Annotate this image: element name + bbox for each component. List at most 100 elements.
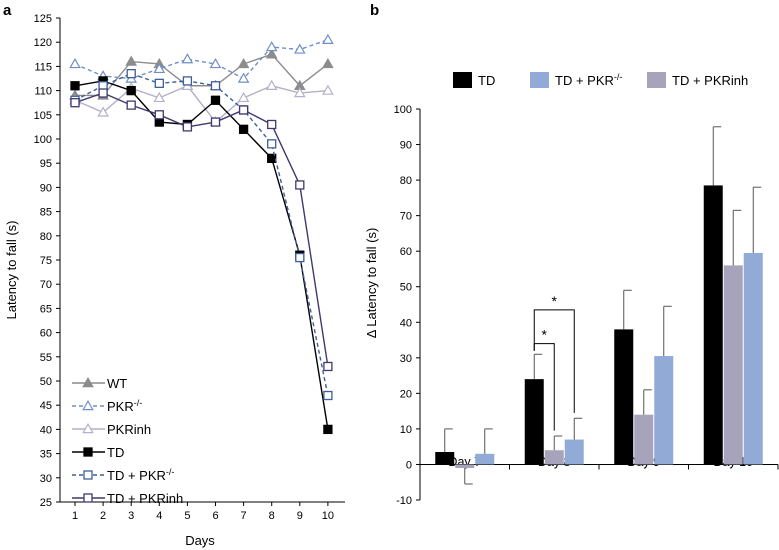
legend-label-td: TD: [478, 73, 495, 88]
line-chart-latency-by-day: Latency to fall (s) Days 253035404550556…: [4, 13, 345, 548]
data-point-pkr-ko: [209, 57, 222, 69]
chart-a-y-tick-label: 70: [40, 279, 52, 291]
data-point-pkrinh: [293, 87, 306, 98]
series-line-pkrinh: [74, 84, 328, 124]
data-point-td-pkrinh: [267, 119, 277, 130]
data-point-td-pkr-ko: [295, 252, 305, 263]
data-point-pkr-ko: [237, 72, 250, 83]
chart-b-y-tick-label: 10: [400, 424, 412, 436]
data-point-wt: [125, 55, 138, 66]
data-point-td: [210, 95, 221, 105]
legend-label-td-pkrinh: TD + PKRinh: [672, 73, 748, 88]
bar-td-pkr-ko-day-8: [564, 439, 584, 465]
bar-td-pkr-ko-day-7: [475, 453, 495, 465]
series-line-pkr-ko: [74, 39, 329, 80]
chart-b-y-tick-label: 70: [400, 211, 412, 223]
data-point-td-pkrinh: [295, 180, 305, 190]
legend-marker-pkrinh: [82, 422, 94, 434]
chart-a-x-tick-label: 3: [128, 510, 134, 522]
legend-label-pkrinh: PKRinh: [107, 422, 151, 437]
chart-b-y-tick-label: 0: [406, 459, 412, 471]
legend-marker-pkr-ko: [82, 399, 94, 411]
chart-b-y-tick-label: 60: [400, 246, 412, 258]
data-point-pkr-ko: [69, 57, 81, 69]
bar-td-pkrinh-day-7: [455, 464, 475, 469]
chart-a-y-tick-label: 55: [40, 352, 52, 364]
chart-a-y-tick-label: 95: [40, 158, 52, 170]
data-point-td-pkrinh: [182, 122, 193, 132]
chart-a-y-tick-label: 90: [40, 182, 52, 194]
legend-marker-td-pkrinh: [83, 493, 93, 503]
chart-a-x-tick-label: 10: [322, 510, 334, 522]
data-point-td-pkr-ko: [210, 81, 221, 91]
series-line-td: [74, 80, 329, 430]
bar-td-pkr-ko-day-10: [743, 252, 763, 465]
bar-td-day-7: [435, 452, 455, 465]
chart-a-y-tick-label: 30: [40, 473, 52, 485]
data-point-pkr-ko: [265, 41, 278, 52]
chart-a-x-tick-label: 1: [72, 510, 78, 522]
chart-a-x-tick-label: 8: [269, 510, 275, 522]
series-line-td-pkrinh: [74, 92, 329, 367]
chart-b-y-tick-label: 20: [400, 388, 412, 400]
chart-b-y-tick-label: 100: [394, 104, 412, 116]
data-point-wt: [237, 57, 250, 69]
data-point-td: [267, 153, 277, 164]
data-point-td: [323, 424, 333, 435]
data-point-pkr-ko: [153, 62, 166, 74]
chart-a-y-tick-label: 125: [34, 13, 52, 25]
legend-superscript: -/-: [134, 398, 143, 408]
chart-b-y-tick-label: 80: [400, 175, 412, 187]
chart-a-legend: WT PKR-/- PKRinh TD TD + PKR-/- TD + PKRinh: [72, 376, 183, 506]
bar-td-day-8: [524, 379, 544, 465]
panel-a-letter: a: [3, 2, 12, 19]
data-point-pkrinh: [265, 79, 278, 90]
data-point-pkrinh: [237, 91, 250, 103]
significance-bracket: [533, 309, 575, 413]
chart-b-y-tick-label: -10: [396, 495, 412, 507]
bar-chart-delta-latency: Δ Latency to fall (s) -10 0 10 20 30 40 50 60 70…: [364, 72, 779, 507]
data-point-td-pkrinh: [210, 117, 221, 127]
chart-a-y-tick-label: 115: [34, 61, 52, 73]
data-point-wt: [322, 57, 334, 69]
legend-label-td-pkr-ko: TD + PKR-/-: [107, 467, 174, 483]
chart-b-y-tick-label: 30: [400, 353, 412, 365]
chart-b-y-axis-title: Δ Latency to fall (s): [364, 228, 379, 339]
legend-label-pkr-ko: PKR-/-: [107, 398, 142, 414]
bar-td-pkrinh-day-8: [544, 450, 564, 465]
significance-star: *: [552, 293, 558, 309]
legend-swatch-td-pkr-ko: [530, 72, 549, 88]
data-point-pkrinh: [153, 91, 166, 103]
data-point-td: [70, 81, 80, 91]
chart-a-y-tick-label: 40: [40, 424, 52, 436]
data-point-td-pkrinh: [70, 98, 80, 108]
data-point-td-pkrinh: [238, 105, 249, 115]
series-line-td-pkr-ko: [74, 72, 329, 396]
series-line-wt: [75, 53, 329, 97]
bar-td-pkrinh-day-10: [723, 265, 743, 465]
data-point-td: [238, 124, 249, 134]
legend-marker-wt: [82, 376, 94, 388]
chart-a-y-tick-label: 100: [34, 134, 52, 146]
bar-td-pkrinh-day-9: [634, 414, 654, 465]
data-point-pkrinh: [322, 84, 334, 95]
legend-label-td-pkr-ko: TD + PKR-/-: [555, 72, 622, 88]
chart-b-y-tick-label: 40: [400, 317, 412, 329]
significance-star: *: [542, 327, 548, 343]
chart-b-y-tick-label: 90: [400, 140, 412, 152]
chart-a-x-tick-label: 4: [156, 510, 162, 522]
chart-a-x-tick-label: 2: [100, 510, 106, 522]
chart-a-y-tick-label: 50: [40, 376, 52, 388]
chart-b-y-tick-label: 50: [400, 282, 412, 294]
data-point-td-pkr-ko: [154, 78, 164, 88]
data-point-td-pkr-ko: [323, 390, 333, 401]
chart-a-y-tick-label: 60: [40, 328, 52, 340]
bar-td-day-10: [703, 185, 723, 465]
legend-label-wt: WT: [107, 376, 127, 391]
data-point-td-pkrinh: [98, 88, 108, 98]
data-point-pkr-ko: [293, 43, 306, 54]
chart-a-y-tick-label: 35: [40, 449, 52, 461]
chart-a-x-tick-label: 6: [212, 510, 218, 522]
panel-b-letter: b: [370, 2, 379, 19]
chart-a-y-axis-title: Latency to fall (s): [4, 221, 19, 320]
